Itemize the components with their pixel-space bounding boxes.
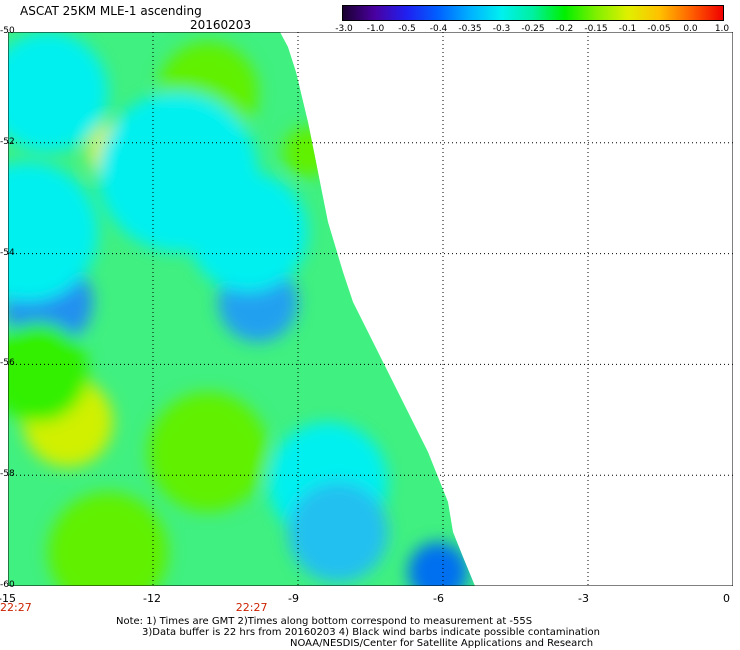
colorbar-label: -0.05: [647, 24, 671, 34]
pass-time-label: 22:27: [0, 601, 32, 614]
colorbar-label: 1.0: [714, 24, 730, 34]
colorbar-label: -3.0: [335, 24, 353, 34]
colorbar-label: -0.1: [618, 24, 637, 34]
field-patch: [8, 162, 98, 302]
colorbar-label: -0.4: [429, 24, 448, 34]
colorbar-label: 0.0: [683, 24, 698, 34]
field-patch: [8, 322, 88, 422]
colorbar-label: -0.25: [521, 24, 545, 34]
swath-map: [8, 32, 733, 586]
colorbar: [342, 5, 724, 21]
longitude-tick-label: 0: [723, 592, 730, 605]
colorbar-label: -0.15: [584, 24, 608, 34]
longitude-tick-label: -15: [0, 592, 16, 605]
field-patch: [8, 32, 108, 152]
field-patch: [288, 482, 388, 582]
chart-title: ASCAT 25KM MLE-1 ascending: [20, 4, 202, 18]
field-patch: [283, 127, 333, 177]
colorbar-labels: -3.0 -1.0 -0.5 -0.4 -0.35 -0.3 -0.25 -0.2 -0.15-…: [0, 0, 740, 40]
longitude-tick-label: -3: [578, 592, 589, 605]
colorbar-label: -0.3: [492, 24, 511, 34]
pass-time-label: 22:27: [235, 601, 268, 614]
colorbar-label: -1.0: [366, 24, 385, 34]
note-line-1: Note: 1) Times are GMT 2)Times along bot…: [116, 616, 533, 627]
field-patch: [48, 492, 168, 586]
field-patch: [408, 542, 468, 586]
longitude-tick-label: -9: [288, 592, 299, 605]
longitude-tick-label: -12: [143, 592, 161, 605]
colorbar-label: -0.5: [398, 24, 416, 34]
longitude-tick-label: -6: [433, 592, 444, 605]
colorbar-label: -0.2: [555, 24, 574, 34]
field-patch: [148, 392, 268, 512]
note-line-2: 3)Data buffer is 22 hrs from 20160203 4)…: [142, 627, 600, 638]
field-patch: [188, 172, 308, 292]
note-line-3: NOAA/NESDIS/Center for Satellite Applica…: [290, 638, 594, 649]
colorbar-label: -0.35: [458, 24, 482, 34]
chart-date: 20160203: [190, 18, 252, 32]
